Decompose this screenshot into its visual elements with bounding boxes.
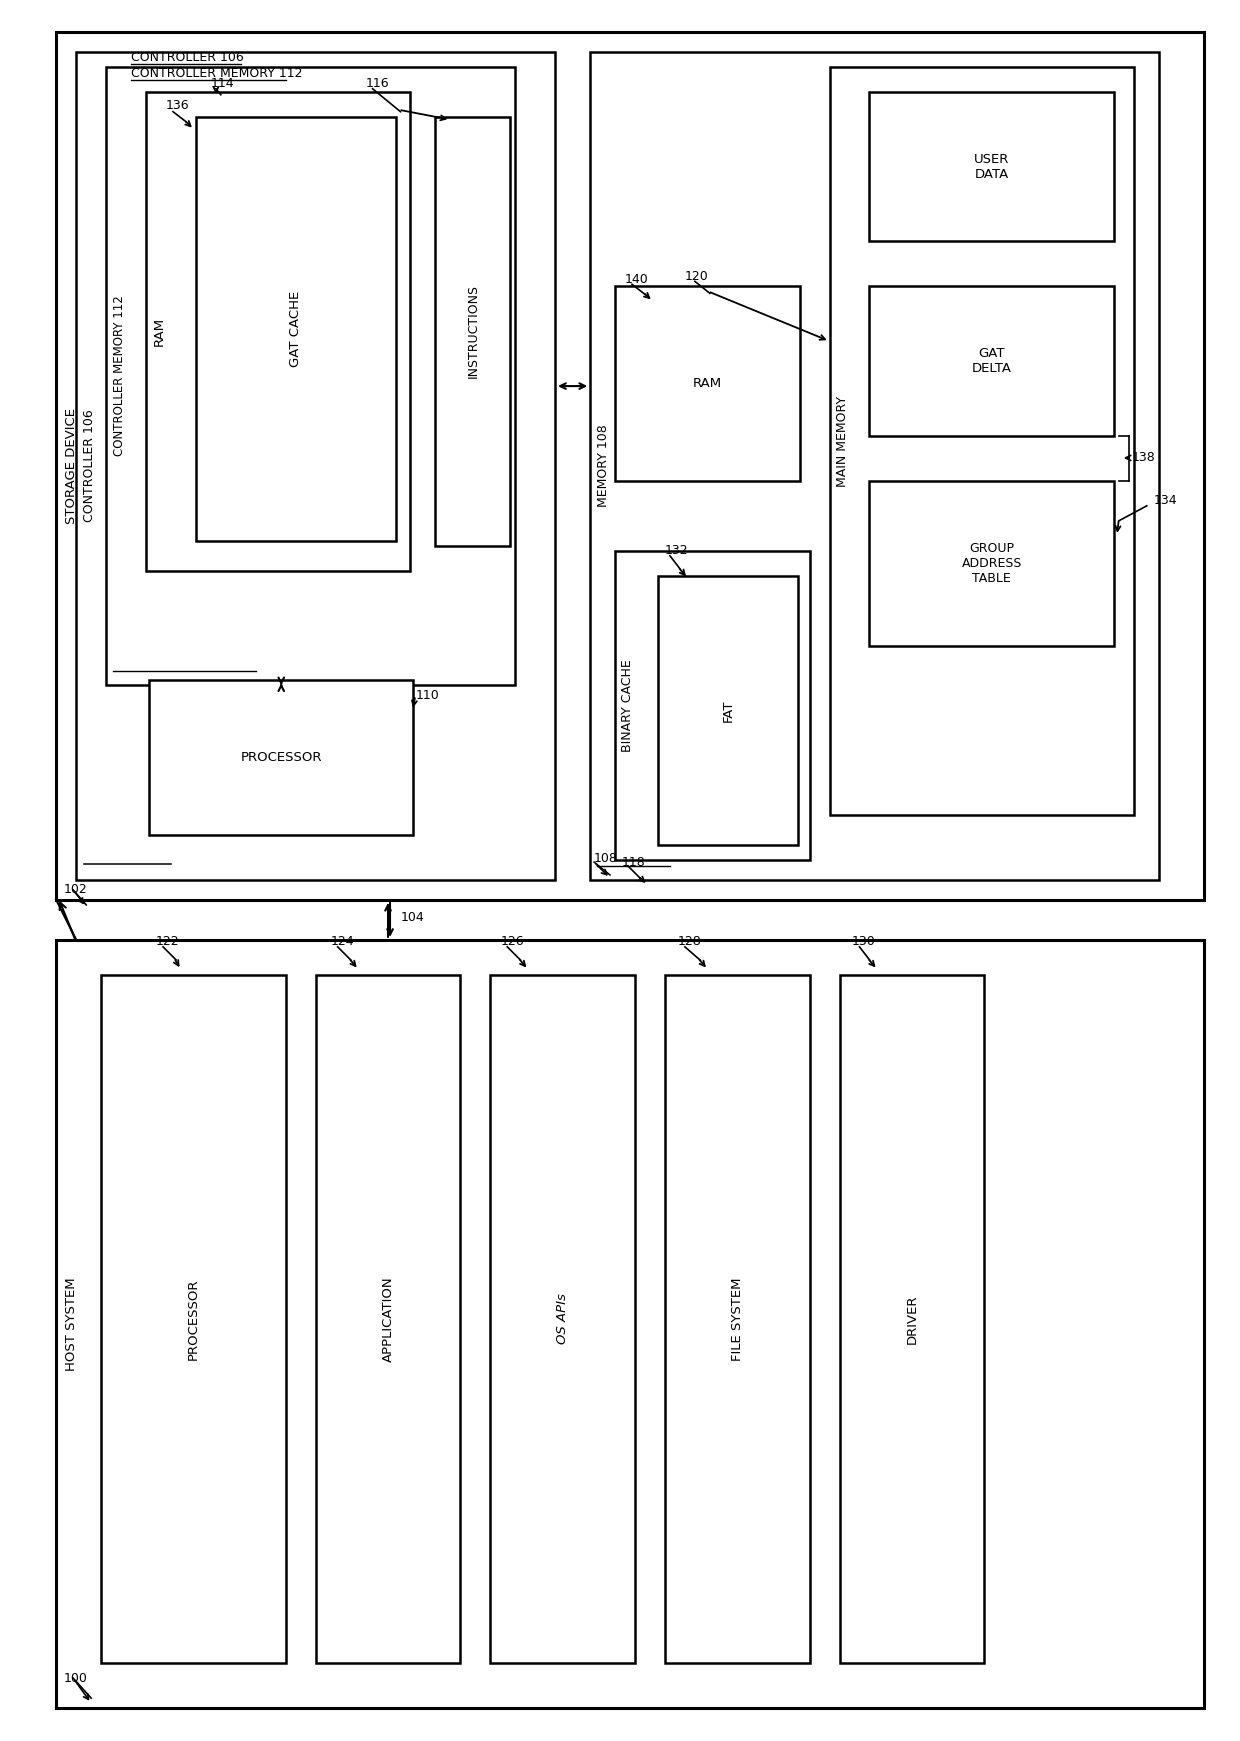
Text: 138: 138 (1132, 451, 1156, 465)
Text: OS APIs: OS APIs (556, 1294, 569, 1344)
Bar (146, 92, 410, 571)
Text: CONTROLLER MEMORY 112: CONTROLLER MEMORY 112 (131, 68, 303, 80)
Bar (435, 117, 510, 545)
Bar (102, 975, 285, 1663)
Bar (615, 550, 810, 860)
Text: 108: 108 (594, 851, 618, 865)
Text: DRIVER: DRIVER (905, 1294, 919, 1344)
Text: INSTRUCTIONS: INSTRUCTIONS (466, 284, 480, 378)
Text: 136: 136 (166, 99, 190, 111)
Text: CONTROLLER 106: CONTROLLER 106 (83, 409, 95, 522)
Bar (869, 92, 1114, 242)
Text: 110: 110 (415, 689, 439, 702)
Text: GROUP
ADDRESS
TABLE: GROUP ADDRESS TABLE (961, 541, 1022, 585)
Text: 102: 102 (63, 883, 87, 897)
Text: PROCESSOR: PROCESSOR (187, 1278, 200, 1360)
Text: 126: 126 (500, 935, 523, 949)
Bar (615, 286, 800, 481)
Text: 140: 140 (625, 273, 649, 286)
Text: FILE SYSTEM: FILE SYSTEM (730, 1278, 744, 1361)
Text: 134: 134 (1153, 494, 1178, 507)
Bar (56, 31, 1204, 900)
Bar (658, 576, 797, 844)
Text: 130: 130 (852, 935, 875, 949)
Bar (869, 286, 1114, 435)
Text: STORAGE DEVICE: STORAGE DEVICE (64, 407, 78, 524)
Bar (76, 52, 556, 879)
Text: CONTROLLER MEMORY 112: CONTROLLER MEMORY 112 (113, 296, 125, 456)
Text: 132: 132 (665, 545, 688, 557)
Text: BINARY CACHE: BINARY CACHE (621, 660, 635, 752)
Text: APPLICATION: APPLICATION (382, 1276, 394, 1361)
Bar (56, 940, 1204, 1708)
Bar (590, 52, 1159, 879)
Text: PROCESSOR: PROCESSOR (241, 752, 322, 764)
Text: 116: 116 (366, 77, 389, 91)
Text: RAM: RAM (693, 378, 722, 390)
Text: 118: 118 (622, 855, 646, 869)
Bar (665, 975, 810, 1663)
Bar (490, 975, 635, 1663)
Bar (149, 681, 413, 836)
Bar (839, 975, 985, 1663)
Bar (196, 117, 396, 541)
Text: 122: 122 (156, 935, 180, 949)
Text: 124: 124 (331, 935, 355, 949)
Text: MAIN MEMORY: MAIN MEMORY (836, 395, 849, 486)
Text: MEMORY 108: MEMORY 108 (596, 425, 610, 507)
Text: GAT
DELTA: GAT DELTA (972, 346, 1012, 374)
Text: RAM: RAM (153, 317, 165, 346)
Bar (316, 975, 460, 1663)
Text: 114: 114 (211, 77, 234, 91)
Text: 128: 128 (678, 935, 702, 949)
Text: USER
DATA: USER DATA (973, 153, 1009, 181)
Text: GAT CACHE: GAT CACHE (289, 291, 303, 367)
Text: 120: 120 (684, 270, 708, 282)
Text: 100: 100 (63, 1671, 87, 1685)
Bar (830, 66, 1133, 815)
Text: FAT: FAT (722, 700, 734, 721)
Text: 104: 104 (401, 911, 424, 924)
Text: CONTROLLER 106: CONTROLLER 106 (131, 50, 244, 64)
Text: HOST SYSTEM: HOST SYSTEM (64, 1278, 78, 1370)
Bar (869, 481, 1114, 646)
Bar (107, 66, 516, 686)
